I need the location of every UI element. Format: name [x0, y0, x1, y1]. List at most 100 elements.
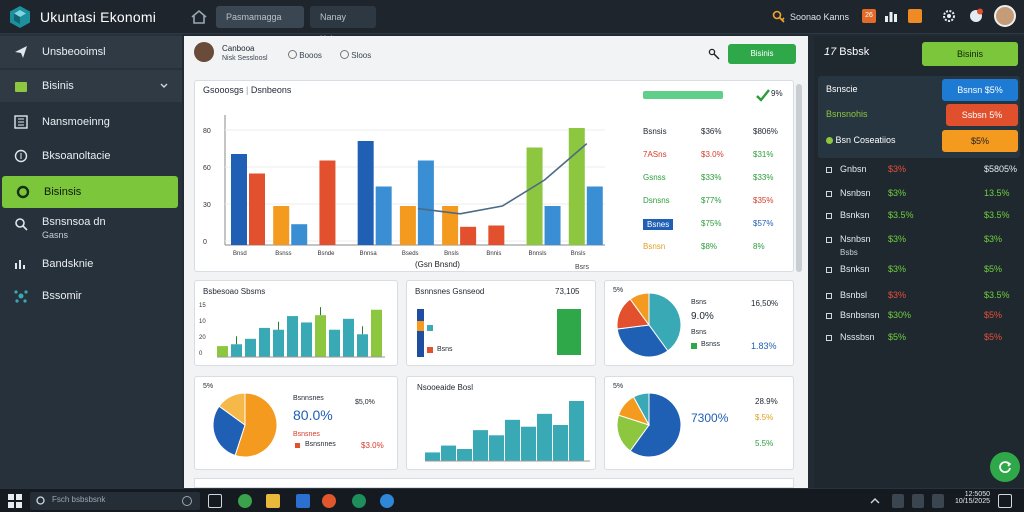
row-bullet-icon — [826, 313, 832, 319]
notification-icon[interactable] — [968, 8, 984, 24]
rp-action-button-1[interactable]: Bsnsn $5% — [942, 79, 1018, 101]
action-center-icon[interactable] — [998, 494, 1012, 508]
sidebar-item-1[interactable]: Unsbeooimsl — [0, 36, 182, 68]
app-icon[interactable] — [380, 494, 394, 508]
card-area: Nsooeaide Bosl — [406, 376, 596, 470]
bar-series-2 — [586, 186, 603, 245]
right-panel-row[interactable]: Bsnksn $3.5% $3.5% — [826, 210, 1020, 226]
tab-primary[interactable]: Pasmamagga mmms — [216, 6, 304, 44]
stats-row-value-a: $33% — [701, 173, 722, 182]
right-panel-row[interactable]: Nsnbsn $3% 13.5% — [826, 188, 1020, 204]
right-panel-row[interactable]: Bsnbsnsn $30% $5% — [826, 310, 1020, 326]
card-pie-3-corner: 5% — [613, 383, 624, 390]
notification-count-badge[interactable]: 26 — [862, 9, 876, 23]
right-panel-top-button[interactable]: Bisinis — [922, 42, 1018, 66]
sidebar-item-2[interactable]: Bisinis — [0, 70, 182, 102]
y-tick-label: 60 — [203, 165, 211, 172]
chart-caption-right: Bsrs — [575, 264, 590, 271]
stats-row: Gsnss $33% $33% — [643, 173, 793, 187]
primary-action-button[interactable]: Bisinis — [728, 44, 796, 64]
filter-chip-2[interactable]: Sloos — [340, 50, 371, 60]
floating-action-button[interactable] — [990, 452, 1020, 482]
sidebar-item-5[interactable]: Bisinsis — [2, 176, 178, 208]
sidebar-item-label: Bisinsis — [44, 186, 82, 198]
home-icon[interactable] — [190, 8, 208, 26]
avatar[interactable] — [994, 5, 1016, 27]
row-value-a: $3% — [888, 164, 907, 174]
app-logo-icon — [10, 6, 30, 28]
card-pie-2-corner: 5% — [203, 383, 214, 390]
chrome-icon[interactable] — [322, 494, 336, 508]
filter-chip-2-label: Sloos — [351, 51, 372, 60]
right-panel-row[interactable]: Bsnksn $3% $5% — [826, 264, 1020, 280]
right-panel-row[interactable]: Bsnbsl $3% $3.5% — [826, 290, 1020, 306]
task-view-icon[interactable] — [208, 494, 222, 508]
stats-row: 7ASns $3.0% $31% — [643, 150, 793, 164]
stats-row-value-a: $3.0% — [701, 150, 724, 159]
gear-icon[interactable] — [942, 9, 956, 23]
trend-check-icon — [756, 89, 770, 102]
close-icon[interactable] — [708, 48, 720, 60]
tab-secondary[interactable]: Nanay Ksbe — [310, 6, 376, 44]
stats-row-value-b: $33% — [753, 173, 774, 182]
file-explorer-icon[interactable] — [266, 494, 280, 508]
y-tick-label: 30 — [203, 202, 211, 209]
rp-action-button-3[interactable]: $5% — [942, 130, 1018, 152]
bar — [315, 315, 326, 357]
user-avatar — [194, 42, 214, 62]
filter-chip-1[interactable]: Booos — [288, 50, 322, 60]
chart-caption: (Gsn Bnsnd) — [415, 260, 460, 269]
sidebar-item-7[interactable]: Bandsknie — [0, 248, 182, 280]
bar — [569, 401, 584, 461]
user-subtitle: Nisk Sessloosl — [222, 55, 268, 62]
user-menu-label[interactable]: Soonao Kanns — [790, 12, 850, 22]
row-name: Bsnbsl — [840, 290, 868, 300]
sidebar-item-3[interactable]: Nansmoeinng — [0, 106, 182, 138]
card-pie-1-corner: 5% — [613, 287, 624, 294]
key-icon[interactable] — [772, 10, 786, 24]
stats-top-right: 9% — [771, 89, 783, 98]
scrollbar[interactable] — [796, 84, 802, 272]
taskbar-date: 10/15/2025 — [954, 498, 990, 505]
battery-tray-icon[interactable] — [932, 494, 944, 508]
coin-icon — [14, 149, 28, 163]
right-panel-row[interactable]: Nsssbsn $5% $5% — [826, 332, 1020, 348]
stats-row-value-b: $35% — [753, 196, 774, 205]
sidebar-item-label: Nansmoeinng — [42, 116, 110, 128]
network-tray-icon[interactable] — [892, 494, 904, 508]
row-name: Bsnksn — [840, 210, 870, 220]
stats-row: Dsnsns $77% $35% — [643, 196, 793, 210]
row-name: Bsnksn — [840, 264, 870, 274]
bar — [537, 413, 552, 461]
rp-action-button-2[interactable]: Ssbsn 5% — [946, 104, 1018, 126]
sidebar-item-label: Bisinis — [42, 80, 74, 92]
right-panel-row[interactable]: Gnbsn $3% $5805% — [826, 164, 1020, 180]
main-chart-title-left: Gsooosgs — [203, 85, 244, 95]
sidebar-item-4[interactable]: Bksoanoltacie — [0, 140, 182, 172]
x-tick-label: Bsnss — [275, 251, 291, 257]
right-panel-title-prefix: 17 — [824, 46, 840, 58]
ledger-icon — [14, 115, 28, 129]
edge-browser-icon[interactable] — [238, 494, 252, 508]
stats-row-value-a: $36% — [701, 127, 722, 136]
bell-icon[interactable] — [908, 9, 922, 23]
right-panel-row[interactable]: Nsnbsn $3% $3% — [826, 234, 1020, 250]
chevron-up-icon[interactable] — [870, 496, 880, 506]
sidebar-item-6[interactable]: Bsnsnsoa dn Gasns — [0, 212, 182, 244]
taskbar-search-input[interactable]: Fsch bsbsbsnk — [30, 492, 200, 510]
taskbar-clock[interactable]: 12:5050 10/15/2025 — [954, 491, 990, 505]
bar-chart-icon[interactable] — [884, 9, 898, 23]
main-bar-chart: 80 60 30 0 Bnsd Bsnss Bsnde Bnnsa Bseds Bnsls Bnni… — [203, 115, 605, 271]
windows-start-icon[interactable] — [8, 494, 22, 508]
row-value-a: $3% — [888, 290, 907, 300]
legend-dot — [691, 343, 697, 349]
bar — [521, 426, 536, 461]
taskbar: Fsch bsbsbsnk 12:5050 10/15/2025 — [0, 488, 1024, 512]
rp-action-button-2-label: Ssbsn 5% — [961, 110, 1003, 120]
volume-tray-icon[interactable] — [912, 494, 924, 508]
excel-icon[interactable] — [352, 494, 366, 508]
bar — [553, 425, 568, 461]
row-value-b: $5% — [984, 332, 1003, 342]
sidebar-item-8[interactable]: Bssomir — [0, 280, 182, 312]
mail-icon[interactable] — [296, 494, 310, 508]
